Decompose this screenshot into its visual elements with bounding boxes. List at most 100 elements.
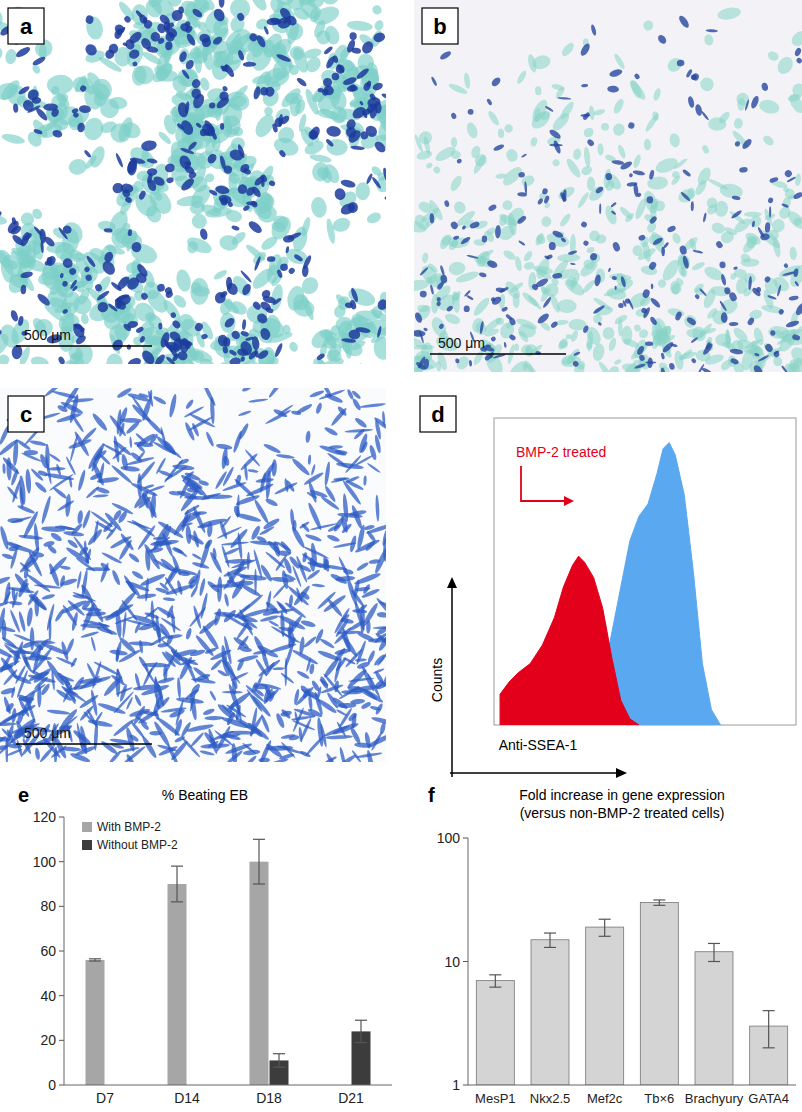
spindle-cell — [248, 398, 268, 403]
cell — [565, 275, 579, 289]
stained-cell — [251, 300, 262, 311]
cell — [662, 330, 667, 337]
scale-bar — [430, 353, 566, 355]
stained-cell — [302, 254, 313, 270]
stained-cell — [85, 255, 96, 268]
cell — [597, 143, 604, 155]
spindle-cell — [25, 469, 32, 494]
cell — [332, 54, 364, 86]
stained-cell — [752, 364, 764, 372]
cell — [432, 165, 442, 175]
cell — [789, 246, 797, 260]
cell — [735, 276, 750, 295]
stained-cell — [345, 118, 357, 131]
cell — [95, 274, 114, 295]
stained-cell — [199, 228, 209, 241]
stained-cell — [355, 67, 370, 81]
cell — [512, 293, 520, 309]
stained-cell — [608, 68, 623, 78]
stained-cell — [371, 176, 382, 189]
stained-cell — [350, 104, 367, 121]
stained-cell — [349, 32, 357, 40]
cell — [708, 117, 727, 131]
stained-cell — [419, 267, 429, 277]
stained-cell — [453, 235, 460, 240]
stained-cell — [0, 327, 2, 336]
stained-cell — [349, 329, 361, 339]
cell — [448, 174, 464, 193]
stained-cell — [372, 31, 386, 43]
stained-cell — [275, 53, 291, 63]
cell — [174, 268, 193, 293]
cell — [572, 148, 582, 160]
stained-cell — [384, 195, 386, 200]
stained-cell — [381, 92, 386, 100]
stained-cell — [71, 322, 87, 340]
stained-cell — [590, 24, 597, 36]
cell — [16, 255, 32, 270]
stained-cell — [636, 192, 642, 198]
stained-cell — [201, 36, 212, 48]
stained-cell — [611, 210, 617, 215]
cell — [652, 87, 662, 101]
stained-cell — [43, 103, 58, 111]
stained-cell — [110, 337, 125, 352]
spindle-cell — [60, 565, 71, 570]
spindle-cell — [26, 607, 34, 627]
cell — [189, 113, 206, 124]
cell — [196, 355, 218, 364]
stained-cell — [612, 241, 622, 252]
cell — [785, 208, 802, 231]
cell — [691, 260, 706, 271]
cell — [745, 235, 756, 249]
stained-cell — [52, 129, 64, 139]
stained-cell — [439, 50, 452, 61]
stained-cell — [181, 69, 191, 80]
stained-cell — [193, 322, 204, 333]
stained-cell — [140, 139, 157, 152]
stained-cell — [656, 33, 667, 45]
stained-cell — [185, 32, 197, 47]
stained-cell — [666, 225, 676, 234]
stained-cell — [376, 326, 382, 338]
stained-cell — [446, 305, 454, 313]
stained-cell — [795, 57, 802, 65]
stained-cell — [648, 169, 654, 180]
cell — [502, 249, 517, 262]
cell — [558, 212, 572, 228]
stained-cell — [96, 300, 110, 314]
stained-cell — [170, 312, 177, 319]
stained-cell — [177, 153, 193, 171]
spindle-cell — [185, 627, 193, 640]
cell — [739, 252, 752, 264]
stained-cell — [504, 342, 507, 348]
cell — [371, 3, 384, 16]
stained-cell — [177, 101, 190, 118]
stained-cell — [645, 341, 653, 346]
stained-cell — [646, 196, 653, 204]
stained-cell — [550, 320, 559, 329]
cell — [540, 215, 553, 228]
cell — [176, 194, 204, 208]
stained-cell — [129, 156, 146, 165]
stained-cell — [231, 225, 240, 232]
spindle-cell — [147, 390, 154, 407]
stained-cell — [212, 7, 227, 23]
cell — [609, 273, 632, 282]
stained-cell — [100, 259, 118, 277]
spindle-cell — [355, 658, 367, 662]
stained-cell — [429, 213, 434, 223]
cell — [535, 233, 548, 246]
stained-cell — [641, 307, 648, 314]
cell — [638, 328, 650, 340]
stained-cell — [733, 266, 738, 270]
stained-cell — [267, 256, 276, 262]
micrograph-bg — [0, 0, 386, 364]
stained-cell — [278, 149, 287, 158]
stained-cell — [607, 85, 619, 92]
stained-cell — [620, 276, 627, 288]
stained-cell — [202, 126, 215, 138]
cell — [298, 274, 321, 298]
stained-cell — [464, 305, 470, 312]
cell — [704, 34, 715, 47]
